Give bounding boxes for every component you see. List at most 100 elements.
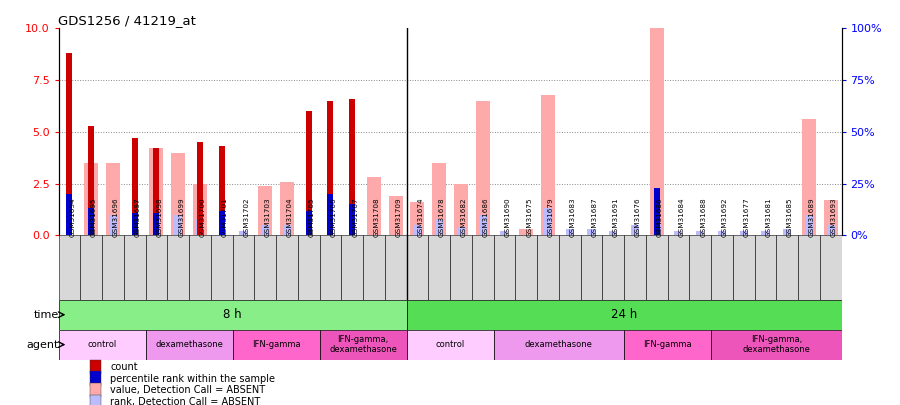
Bar <box>652 225 661 235</box>
Bar <box>84 163 98 235</box>
Bar <box>58 330 146 360</box>
Bar <box>407 235 428 300</box>
Bar <box>102 235 124 300</box>
Bar <box>280 181 294 235</box>
Bar <box>783 229 791 235</box>
Bar <box>580 235 602 300</box>
Text: GSM31677: GSM31677 <box>743 198 750 237</box>
Bar <box>88 126 94 235</box>
Bar <box>475 101 490 235</box>
Bar <box>389 196 402 235</box>
Text: GSM31703: GSM31703 <box>266 198 271 237</box>
Text: GSM31700: GSM31700 <box>200 198 206 237</box>
Bar <box>58 235 80 300</box>
Text: GSM31701: GSM31701 <box>221 198 228 237</box>
Bar <box>457 227 464 235</box>
Bar <box>646 235 668 300</box>
Bar <box>67 194 72 235</box>
Bar <box>258 185 272 235</box>
Bar <box>149 148 164 235</box>
Text: 24 h: 24 h <box>611 308 637 321</box>
Bar <box>90 394 101 405</box>
Bar <box>493 235 515 300</box>
Bar <box>175 215 182 235</box>
Text: GSM31682: GSM31682 <box>461 198 467 237</box>
Text: GSM31704: GSM31704 <box>287 198 292 237</box>
Bar <box>428 235 450 300</box>
Text: GSM31681: GSM31681 <box>765 198 771 237</box>
Bar <box>450 235 472 300</box>
Bar <box>261 225 269 235</box>
Bar <box>674 231 682 235</box>
Bar <box>90 360 101 374</box>
Bar <box>189 235 211 300</box>
Bar <box>493 330 624 360</box>
Text: GSM31699: GSM31699 <box>178 198 184 237</box>
Bar <box>733 235 754 300</box>
Text: GSM31694: GSM31694 <box>69 198 76 237</box>
Bar <box>276 235 298 300</box>
Bar <box>167 235 189 300</box>
Bar <box>80 235 102 300</box>
Bar <box>146 235 167 300</box>
Bar <box>718 231 725 235</box>
Text: GSM31688: GSM31688 <box>700 198 706 237</box>
Bar <box>193 183 207 235</box>
Bar <box>740 231 748 235</box>
Bar <box>454 183 468 235</box>
Bar <box>776 235 798 300</box>
Bar <box>124 235 146 300</box>
Text: GSM31689: GSM31689 <box>809 198 814 237</box>
Text: GSM31690: GSM31690 <box>504 198 510 237</box>
Bar <box>537 235 559 300</box>
Text: 8 h: 8 h <box>223 308 242 321</box>
Text: GSM31708: GSM31708 <box>374 198 380 237</box>
Bar <box>827 225 834 235</box>
Bar <box>109 215 117 235</box>
Bar <box>67 53 72 235</box>
Text: IFN-gamma,
dexamethasone: IFN-gamma, dexamethasone <box>742 335 810 354</box>
Bar <box>588 229 595 235</box>
Text: GSM31683: GSM31683 <box>570 198 576 237</box>
Bar <box>349 99 356 235</box>
Text: GSM31707: GSM31707 <box>352 198 358 237</box>
Bar <box>232 330 320 360</box>
Bar <box>631 225 639 235</box>
Text: GSM31674: GSM31674 <box>418 198 423 237</box>
Text: count: count <box>110 362 138 372</box>
Text: GSM31709: GSM31709 <box>396 198 401 237</box>
Text: value, Detection Call = ABSENT: value, Detection Call = ABSENT <box>110 385 266 395</box>
Text: GSM31684: GSM31684 <box>679 198 684 237</box>
Bar <box>58 300 407 330</box>
Text: dexamethasone: dexamethasone <box>525 340 593 349</box>
Bar <box>515 235 537 300</box>
Bar <box>407 330 493 360</box>
Text: GSM31680: GSM31680 <box>657 198 662 237</box>
Bar <box>436 219 443 235</box>
Text: agent: agent <box>26 340 59 350</box>
Bar <box>106 163 120 235</box>
Text: GSM31692: GSM31692 <box>722 198 728 237</box>
Bar <box>146 330 232 360</box>
Text: control: control <box>87 340 117 349</box>
Bar <box>711 330 842 360</box>
Bar <box>196 219 203 235</box>
Bar <box>711 235 733 300</box>
Bar <box>609 231 617 235</box>
Bar <box>653 188 660 235</box>
Bar <box>820 235 842 300</box>
Text: GSM31676: GSM31676 <box>634 198 641 237</box>
Bar <box>668 235 689 300</box>
Text: dexamethasone: dexamethasone <box>155 340 223 349</box>
Bar <box>211 235 232 300</box>
Bar <box>219 146 225 235</box>
Bar <box>298 235 320 300</box>
Bar <box>410 202 425 235</box>
Text: GSM31693: GSM31693 <box>831 198 837 237</box>
Text: GSM31685: GSM31685 <box>788 198 793 237</box>
Bar <box>559 235 580 300</box>
Bar <box>519 229 533 235</box>
Text: GSM31679: GSM31679 <box>548 198 554 237</box>
Bar <box>306 211 311 235</box>
Bar <box>239 231 248 235</box>
